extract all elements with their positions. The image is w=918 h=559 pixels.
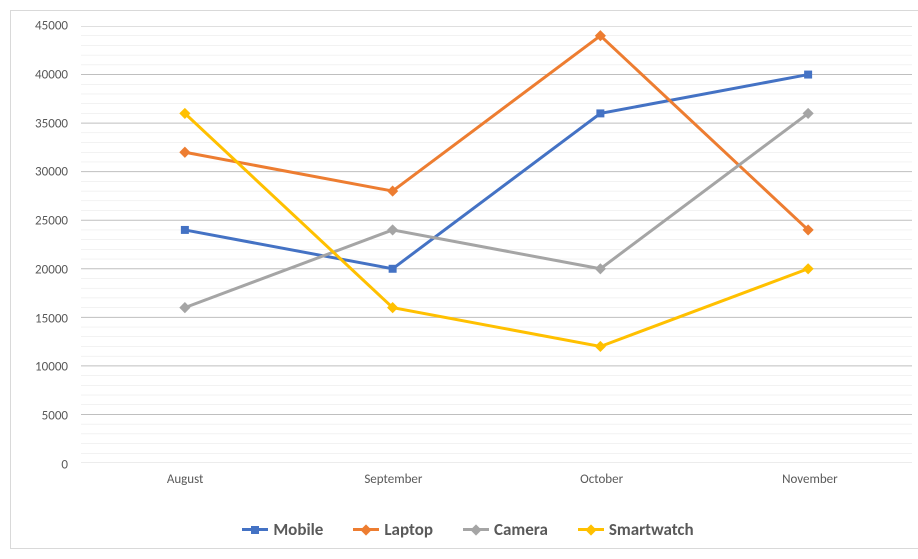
legend-item-laptop: Laptop xyxy=(353,519,435,540)
y-axis: 0500010000150002000025000300003500040000… xyxy=(11,26,76,463)
y-tick-label: 35000 xyxy=(35,116,68,131)
x-tick-label: August xyxy=(167,472,204,487)
y-tick-label: 45000 xyxy=(35,19,68,34)
x-tick-label: October xyxy=(580,472,623,487)
legend-item-mobile: Mobile xyxy=(242,519,325,540)
legend-label: Mobile xyxy=(273,519,323,540)
data-marker xyxy=(179,302,190,313)
x-axis: August September October November xyxy=(81,468,912,493)
legend: Mobile Laptop Camera Smartwatch xyxy=(11,519,918,540)
legend-label: Smartwatch xyxy=(609,519,694,540)
legend-swatch xyxy=(578,528,604,531)
data-marker xyxy=(181,226,189,234)
data-marker xyxy=(251,526,259,534)
legend-label: Camera xyxy=(494,519,548,540)
legend-marker-icon xyxy=(359,523,373,537)
data-marker xyxy=(585,524,596,535)
data-marker xyxy=(361,524,372,535)
data-marker xyxy=(804,71,812,79)
legend-swatch xyxy=(353,528,379,531)
y-tick-label: 15000 xyxy=(35,311,68,326)
legend-item-camera: Camera xyxy=(463,519,550,540)
y-tick-label: 25000 xyxy=(35,214,68,229)
legend-marker-icon xyxy=(248,523,262,537)
line-chart: 0 5000 10000 15000 20000 25000 30000 35000 40000… xyxy=(10,10,918,549)
data-marker xyxy=(470,524,481,535)
y-tick-label: 10000 xyxy=(35,360,68,375)
y-tick-label: 30000 xyxy=(35,165,68,180)
legend-swatch xyxy=(463,528,489,531)
legend-item-smartwatch: Smartwatch xyxy=(578,519,696,540)
y-tick-label: 20000 xyxy=(35,262,68,277)
x-tick-label: September xyxy=(364,472,422,487)
data-marker xyxy=(595,341,606,352)
data-marker xyxy=(389,265,397,273)
data-marker xyxy=(803,263,814,274)
y-tick-label: 0 xyxy=(61,458,68,473)
data-marker xyxy=(179,147,190,158)
legend-marker-icon xyxy=(584,523,598,537)
legend-marker-icon xyxy=(469,523,483,537)
data-marker xyxy=(596,109,604,117)
x-tick-label: November xyxy=(782,472,838,487)
legend-label: Laptop xyxy=(384,519,433,540)
plot-area xyxy=(81,26,912,463)
y-tick-label: 40000 xyxy=(35,67,68,82)
y-tick-label: 5000 xyxy=(42,409,68,424)
legend-swatch xyxy=(242,528,268,531)
plot-svg xyxy=(81,26,912,463)
data-marker xyxy=(387,224,398,235)
